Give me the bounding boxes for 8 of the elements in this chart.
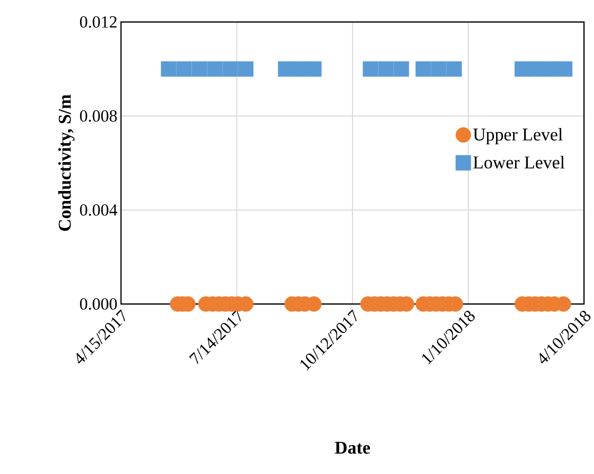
y-tick-label: 0.012 xyxy=(80,16,117,28)
legend-label: Lower Level xyxy=(473,156,565,169)
y-tick-label: 0.000 xyxy=(80,298,117,310)
x-axis-title: Date xyxy=(334,442,370,454)
y-tick-label: 0.004 xyxy=(80,204,118,216)
y-axis-title: Conductivity, S/m xyxy=(58,94,75,231)
y-tick-label: 0.008 xyxy=(80,110,117,122)
legend-label: Upper Level xyxy=(473,128,563,144)
